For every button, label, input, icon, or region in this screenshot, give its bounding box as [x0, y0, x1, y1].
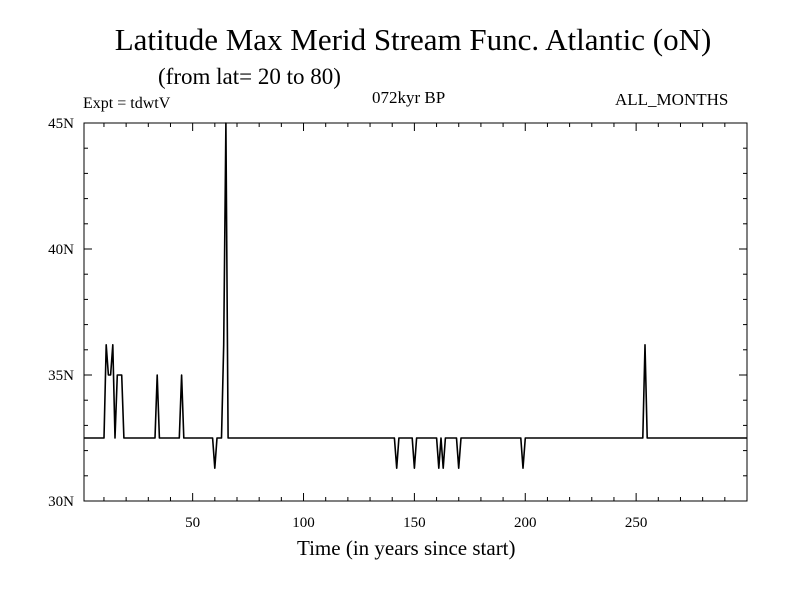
period-label: 072kyr BP — [372, 88, 446, 107]
experiment-label: Expt = tdwtV — [83, 95, 171, 112]
x-tick-label: 150 — [403, 515, 426, 531]
series-line — [84, 122, 747, 470]
y-tick-label: 35N — [48, 368, 74, 384]
series-lines — [84, 122, 747, 470]
axis-ticks — [84, 123, 747, 501]
tick-labels: 50 100 150 200 250 30N 35N 40N 45N — [48, 116, 647, 531]
x-tick-label: 50 — [185, 515, 200, 531]
x-tick-label: 100 — [292, 515, 315, 531]
x-tick-label: 200 — [514, 515, 537, 531]
plot-frame — [83, 122, 748, 502]
x-tick-label: 250 — [625, 515, 648, 531]
x-axis-label: Time (in years since start) — [297, 536, 516, 560]
chart-title: Latitude Max Merid Stream Func. Atlantic… — [114, 22, 712, 57]
chart-subtitle: (from lat= 20 to 80) — [158, 64, 341, 89]
y-tick-label: 45N — [48, 116, 74, 132]
months-label: ALL_MONTHS — [615, 90, 729, 109]
y-tick-label: 30N — [48, 494, 74, 510]
y-tick-label: 40N — [48, 242, 74, 258]
